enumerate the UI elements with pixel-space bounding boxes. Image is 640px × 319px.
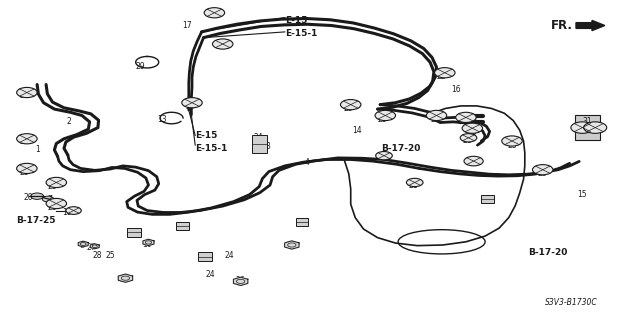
Bar bbox=[252, 135, 267, 153]
Text: 21: 21 bbox=[408, 181, 417, 189]
Text: B-17-20: B-17-20 bbox=[528, 248, 568, 256]
Circle shape bbox=[375, 110, 396, 121]
Text: 17: 17 bbox=[182, 21, 192, 30]
Text: 5: 5 bbox=[202, 256, 207, 264]
Bar bbox=[176, 222, 189, 230]
Circle shape bbox=[532, 165, 553, 175]
Text: E-15: E-15 bbox=[285, 16, 307, 25]
Text: 31: 31 bbox=[582, 117, 593, 126]
Circle shape bbox=[426, 110, 447, 121]
Circle shape bbox=[502, 136, 522, 146]
Text: B-17-20: B-17-20 bbox=[381, 144, 420, 153]
Text: 2: 2 bbox=[66, 117, 71, 126]
Circle shape bbox=[571, 122, 594, 133]
Circle shape bbox=[182, 98, 202, 108]
Text: 22: 22 bbox=[460, 117, 469, 126]
Text: 23: 23 bbox=[538, 169, 548, 178]
Circle shape bbox=[462, 123, 483, 133]
Circle shape bbox=[17, 87, 37, 98]
Text: 16: 16 bbox=[451, 85, 461, 94]
Text: 26: 26 bbox=[235, 276, 245, 285]
Text: FR.: FR. bbox=[551, 19, 573, 32]
Text: 26: 26 bbox=[120, 275, 130, 284]
Circle shape bbox=[376, 152, 392, 160]
Circle shape bbox=[204, 8, 225, 18]
Circle shape bbox=[17, 163, 37, 174]
Text: E-15-1: E-15-1 bbox=[285, 29, 317, 38]
Circle shape bbox=[46, 177, 67, 188]
Bar bbox=[481, 195, 494, 204]
Circle shape bbox=[456, 112, 476, 122]
Text: 22: 22 bbox=[210, 10, 219, 19]
Text: 23: 23 bbox=[430, 115, 440, 124]
Text: 23: 23 bbox=[47, 203, 58, 212]
Text: E-15-1: E-15-1 bbox=[195, 144, 228, 153]
Text: 19: 19 bbox=[465, 158, 476, 167]
Text: 3: 3 bbox=[265, 142, 270, 151]
FancyArrow shape bbox=[576, 20, 605, 31]
Text: 24: 24 bbox=[205, 270, 215, 279]
Text: 21: 21 bbox=[378, 153, 387, 162]
Circle shape bbox=[46, 198, 67, 209]
Text: 11: 11 bbox=[180, 224, 189, 233]
Text: 23: 23 bbox=[467, 128, 477, 137]
Polygon shape bbox=[285, 241, 299, 249]
Text: 21: 21 bbox=[463, 136, 472, 145]
Polygon shape bbox=[234, 277, 248, 286]
Text: 23: 23 bbox=[507, 141, 517, 150]
Circle shape bbox=[31, 193, 44, 199]
Text: 14: 14 bbox=[352, 126, 362, 135]
Text: 23: 23 bbox=[19, 137, 29, 146]
Text: 25: 25 bbox=[105, 251, 115, 260]
Text: 23: 23 bbox=[186, 102, 196, 111]
Bar bbox=[127, 228, 141, 237]
Polygon shape bbox=[90, 244, 99, 249]
Circle shape bbox=[66, 207, 81, 214]
Bar bbox=[296, 218, 308, 226]
Text: 9: 9 bbox=[301, 219, 307, 228]
Bar bbox=[575, 115, 600, 140]
Text: 22: 22 bbox=[216, 42, 225, 51]
Text: 10: 10 bbox=[142, 240, 152, 249]
Polygon shape bbox=[78, 241, 88, 247]
Circle shape bbox=[340, 100, 361, 110]
Text: 20: 20 bbox=[24, 193, 34, 202]
Text: 23: 23 bbox=[47, 182, 58, 191]
Polygon shape bbox=[143, 239, 154, 246]
Bar bbox=[198, 252, 212, 261]
Text: 23: 23 bbox=[378, 115, 388, 124]
Circle shape bbox=[464, 156, 483, 166]
Text: 24: 24 bbox=[224, 251, 234, 260]
Text: S3V3-B1730C: S3V3-B1730C bbox=[545, 298, 598, 307]
Text: 26: 26 bbox=[286, 241, 296, 250]
Text: 18: 18 bbox=[63, 208, 72, 217]
Text: 6: 6 bbox=[129, 230, 134, 239]
Text: 24: 24 bbox=[253, 133, 263, 142]
Circle shape bbox=[460, 134, 477, 142]
Text: 12: 12 bbox=[482, 197, 491, 205]
Text: E-15: E-15 bbox=[195, 131, 218, 140]
Circle shape bbox=[17, 134, 37, 144]
Polygon shape bbox=[118, 274, 132, 282]
Text: 27: 27 bbox=[86, 243, 96, 252]
Text: B-17-25: B-17-25 bbox=[16, 216, 56, 225]
Text: 28: 28 bbox=[93, 251, 102, 260]
Circle shape bbox=[584, 122, 607, 133]
Text: 13: 13 bbox=[157, 115, 167, 124]
Text: 7: 7 bbox=[47, 195, 52, 204]
Text: 22: 22 bbox=[437, 72, 446, 81]
Text: 23: 23 bbox=[19, 168, 29, 177]
Text: 15: 15 bbox=[577, 190, 588, 199]
Text: 29: 29 bbox=[136, 63, 146, 71]
Circle shape bbox=[42, 196, 54, 202]
Text: 23: 23 bbox=[19, 91, 29, 100]
Circle shape bbox=[435, 68, 455, 78]
Text: 1: 1 bbox=[35, 145, 40, 154]
Circle shape bbox=[406, 178, 423, 187]
Circle shape bbox=[212, 39, 233, 49]
Text: 23: 23 bbox=[344, 104, 354, 113]
Text: 4: 4 bbox=[305, 158, 310, 167]
Text: 8: 8 bbox=[79, 241, 84, 250]
